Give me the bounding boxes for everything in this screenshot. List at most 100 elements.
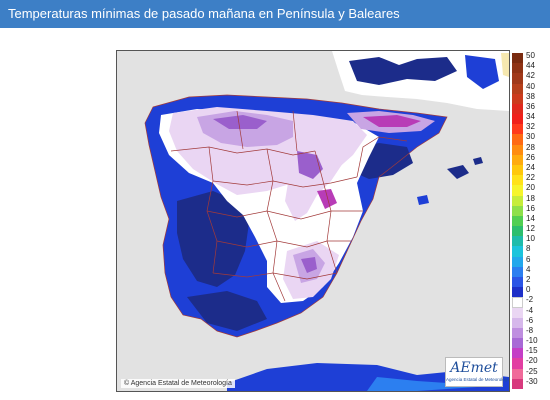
- cantabrian-peak-zone: [213, 115, 267, 129]
- legend-item: 8: [512, 244, 548, 257]
- france-dark-area: [349, 57, 457, 85]
- legend-item: 38: [512, 92, 548, 104]
- legend-swatch: [512, 73, 523, 84]
- legend-item: 4: [512, 264, 548, 277]
- legend-item: 18: [512, 193, 548, 206]
- legend-label: 36: [526, 101, 535, 111]
- legend-swatch: [512, 124, 523, 135]
- legend-label: 8: [526, 244, 531, 254]
- legend-swatch: [512, 348, 523, 359]
- iberic-peak-zone: [297, 151, 323, 179]
- legend-item: 22: [512, 173, 548, 186]
- legend-item: -30: [512, 376, 548, 389]
- legend-swatch: [512, 134, 523, 145]
- legend-swatch: [512, 175, 523, 186]
- legend-item: 24: [512, 163, 548, 176]
- aemet-logo-text: AEmet: [450, 360, 498, 376]
- legend-swatch: [512, 144, 523, 155]
- legend-swatch: [512, 236, 523, 247]
- legend-label: 18: [526, 193, 535, 203]
- legend-item: -10: [512, 336, 548, 349]
- legend-swatch: [512, 338, 523, 349]
- pyrenees-peak-zone: [363, 115, 421, 127]
- legend-swatch: [512, 53, 523, 64]
- legend-item: 16: [512, 203, 548, 216]
- legend-swatch: [512, 114, 523, 125]
- legend-item: 36: [512, 101, 548, 115]
- legend-item: 40: [512, 81, 548, 94]
- legend-swatch: [512, 93, 523, 104]
- map-canvas: [117, 51, 509, 391]
- legend-label: 26: [526, 152, 535, 162]
- legend-label: 6: [526, 254, 531, 264]
- legend-label: 22: [526, 173, 535, 183]
- legend-label: 20: [526, 183, 535, 193]
- legend-item: 44: [512, 61, 548, 74]
- legend-swatch: [512, 327, 523, 339]
- legend-item: -25: [512, 366, 548, 379]
- legend-item: 20: [512, 183, 548, 196]
- legend-label: 0: [526, 285, 531, 295]
- legend-swatch: [512, 154, 523, 165]
- legend-swatch: [512, 307, 523, 318]
- legend-label: -30: [526, 376, 538, 386]
- legend-label: -10: [526, 336, 538, 346]
- legend-item: 2: [512, 275, 548, 288]
- legend-label: 2: [526, 275, 531, 284]
- mallorca: [447, 165, 469, 179]
- legend-swatch: [512, 63, 523, 74]
- legend-label: -15: [526, 346, 538, 356]
- legend-label: 40: [526, 81, 535, 91]
- teruel-peak-zone: [317, 189, 337, 209]
- legend-label: -6: [526, 315, 534, 325]
- legend-label: 10: [526, 234, 535, 244]
- legend-label: 34: [526, 112, 535, 122]
- legend-label: 30: [526, 132, 535, 142]
- legend-item: 42: [512, 71, 548, 84]
- aemet-logo-subtext: Agencia Estatal de Meteorología: [446, 377, 510, 382]
- menorca: [473, 157, 483, 165]
- legend-label: 32: [526, 122, 535, 132]
- legend-swatch: [512, 297, 523, 308]
- france-blue-area: [465, 55, 499, 89]
- legend-label: -8: [526, 325, 534, 335]
- legend-swatch: [512, 165, 523, 176]
- aemet-logo: AEmet Agencia Estatal de Meteorología: [445, 357, 510, 387]
- ibiza: [417, 195, 429, 205]
- legend-label: 12: [526, 224, 535, 234]
- legend-swatch: [512, 83, 523, 94]
- legend-item: 50: [512, 51, 548, 64]
- temperature-map[interactable]: © Agencia Estatal de Meteorología AEmet …: [116, 50, 510, 392]
- legend-label: -25: [526, 366, 538, 376]
- legend-swatch: [512, 277, 523, 288]
- temperature-legend: 50 44 42 40 38 36 34 32 30 28 26 24 22 20 18 16 14 12 10 8 6…: [512, 51, 548, 389]
- legend-item: 34: [512, 112, 548, 125]
- legend-swatch: [512, 215, 523, 227]
- legend-label: -20: [526, 356, 538, 366]
- page-title: Temperaturas mínimas de pasado mañana en…: [0, 0, 550, 28]
- legend-swatch: [512, 378, 523, 389]
- legend-item: -6: [512, 315, 548, 328]
- legend-item: 30: [512, 132, 548, 145]
- legend-swatch: [512, 317, 523, 328]
- south-dark-zone: [187, 291, 267, 331]
- legend-item: -4: [512, 306, 548, 318]
- west-dark-zone: [177, 191, 249, 287]
- legend-swatch: [512, 195, 523, 206]
- legend-item: -2: [512, 295, 548, 308]
- legend-label: 14: [526, 213, 535, 223]
- legend-item: 28: [512, 143, 548, 155]
- legend-swatch: [512, 246, 523, 257]
- africa-light-area: [367, 377, 477, 391]
- legend-swatch: [512, 266, 523, 277]
- legend-swatch: [512, 256, 523, 267]
- legend-item: 32: [512, 122, 548, 135]
- legend-label: 44: [526, 61, 535, 71]
- legend-item: 0: [512, 285, 548, 298]
- legend-item: 14: [512, 213, 548, 227]
- legend-item: 10: [512, 234, 548, 247]
- map-credit: © Agencia Estatal de Meteorología: [121, 379, 235, 388]
- legend-swatch: [512, 205, 523, 216]
- legend-label: 4: [526, 264, 531, 274]
- legend-label: 16: [526, 203, 535, 213]
